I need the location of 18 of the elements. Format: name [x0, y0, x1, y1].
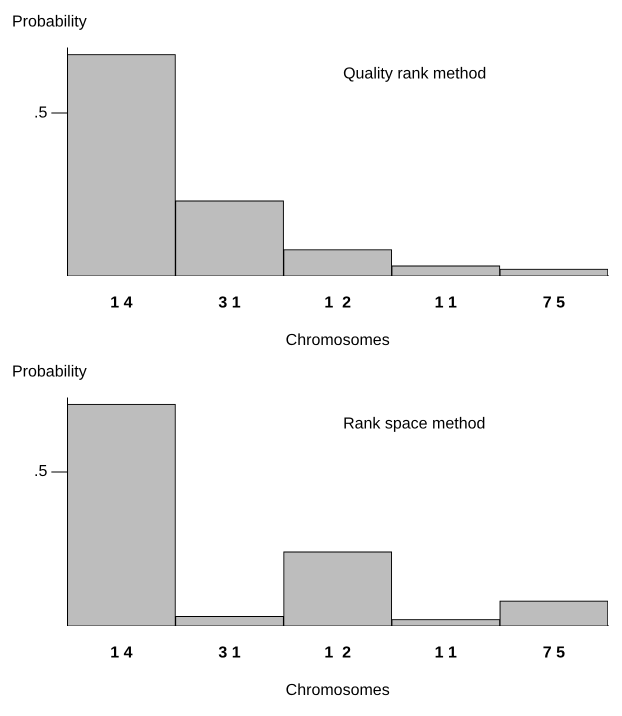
y-tick-label: .5 [34, 463, 48, 480]
y-tick-label: .5 [34, 104, 48, 122]
text: Quality rank method [343, 65, 486, 82]
x-tick-label: 1 1 [434, 644, 458, 662]
x-tick-label: 7 5 [542, 644, 566, 662]
x-tick-label: 1 4 [110, 644, 133, 662]
x-tick-label: 3 1 [218, 294, 241, 312]
y-axis-title: Probability [12, 363, 87, 380]
x-tick-label: 1 4 [110, 294, 133, 312]
text: Rank space method [343, 415, 486, 432]
x-tick-label: 1 2 [324, 294, 352, 312]
x-tick-label: 3 1 [218, 644, 241, 662]
y-axis-title: Probability [12, 13, 87, 30]
x-axis-title: Chromosomes [286, 332, 390, 349]
x-tick-label: 1 2 [324, 644, 352, 662]
x-tick-label: 1 1 [434, 294, 458, 312]
x-axis-title: Chromosomes [286, 682, 390, 699]
x-tick-label: 7 5 [542, 294, 566, 312]
